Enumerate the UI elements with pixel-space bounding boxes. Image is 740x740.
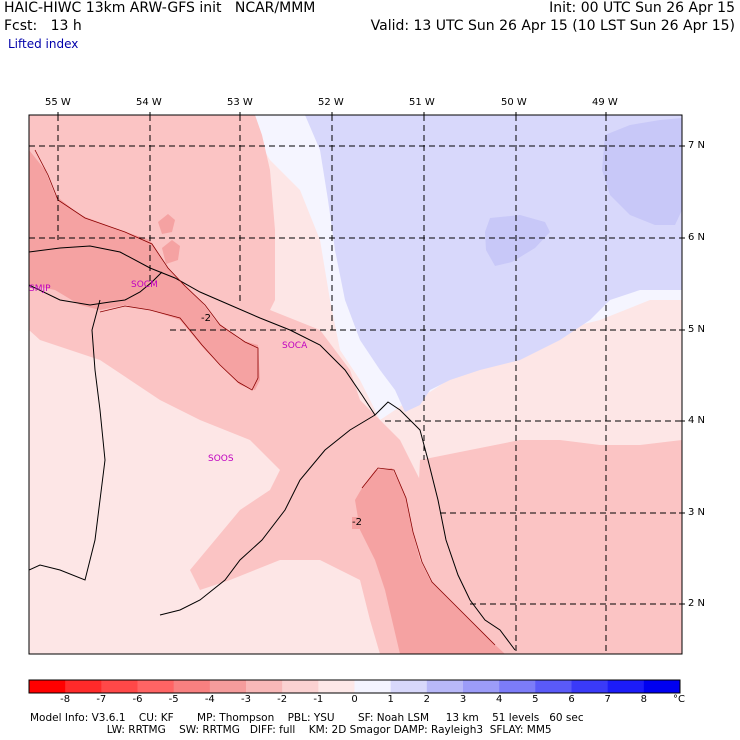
lon-label-53w: 53 W — [227, 97, 253, 108]
colorbar-tick-label: -3 — [241, 694, 251, 705]
graticule — [29, 115, 682, 654]
colorbar-swatch — [571, 680, 609, 693]
colorbar-swatch — [318, 680, 355, 693]
model-info-line2: LW: RRTMG SW: RRTMG DIFF: full KM: 2D Sm… — [30, 724, 552, 736]
colorbar-swatch — [354, 680, 392, 693]
top-ticks — [57, 112, 607, 118]
colorbar-tick-label: -1 — [313, 694, 324, 705]
field-salmon-islet-1 — [158, 214, 175, 234]
colorbar-tick-label: 7 — [604, 694, 611, 705]
colorbar-tick-label: -7 — [96, 694, 107, 705]
colorbar-tick-label: 5 — [532, 694, 539, 705]
forecast-hour: Fcst: 13 h — [4, 18, 82, 34]
colorbar-tick-label: 1 — [387, 694, 394, 705]
contour-minus2-north — [34, 149, 259, 391]
contour-label-north: -2 — [201, 313, 211, 325]
lon-label-51w: 51 W — [409, 97, 435, 108]
colorbar-swatch — [463, 680, 500, 693]
lat-label-2n: 2 N — [688, 598, 706, 609]
colorbar-swatch — [209, 680, 247, 693]
lon-label-49w: 49 W — [592, 97, 618, 108]
contour-label-south: -2 — [352, 517, 362, 529]
valid-time: Valid: 13 UTC Sun 26 Apr 15 (10 LST Sun … — [370, 18, 735, 34]
map-frame — [28, 114, 683, 655]
lon-label-50w: 50 W — [501, 97, 527, 108]
field-pink-east — [415, 440, 682, 654]
lon-label-52w: 52 W — [318, 97, 344, 108]
colorbar-swatch — [426, 680, 464, 693]
border-suriname-guyana — [29, 271, 163, 306]
colorbar-tick-label: 6 — [568, 694, 575, 705]
border-inland-west — [29, 299, 106, 581]
colorbar-swatch — [65, 680, 102, 693]
lat-label-5n: 5 N — [688, 324, 706, 335]
colorbar-tick-label: 0 — [351, 694, 358, 705]
contour-minus2-south — [361, 467, 496, 646]
colorbar-tick-label: -6 — [132, 694, 143, 705]
field-salmon-south — [355, 468, 505, 654]
station-label-soos: SOOS — [208, 454, 234, 464]
colorbar-unit: °C — [673, 694, 685, 705]
colorbar-tick-label: 4 — [495, 694, 503, 705]
lat-label-3n: 3 N — [688, 507, 706, 518]
colorbar-swatch — [101, 680, 138, 693]
init-time: Init: 00 UTC Sun 26 Apr 15 — [549, 0, 735, 16]
border-suriname-fguiana — [159, 414, 376, 616]
colorbar-swatch — [173, 680, 211, 693]
field-blue-patch-1 — [602, 118, 682, 225]
colorbar-swatch — [282, 680, 319, 693]
colorbar-tick-label: -2 — [277, 694, 288, 705]
right-ticks — [679, 145, 685, 605]
lat-label-7n: 7 N — [688, 140, 706, 151]
lon-label-54w: 54 W — [136, 97, 162, 108]
lat-label-6n: 6 N — [688, 232, 706, 243]
colorbar-swatch — [390, 680, 428, 693]
colorbar-swatch — [499, 680, 536, 693]
station-label-soca: SOCA — [282, 341, 308, 351]
lat-label-4n: 4 N — [688, 415, 706, 426]
colorbar-tick-label: 3 — [459, 694, 467, 705]
field-lavender-region — [305, 115, 682, 412]
station-label-smjp: SMJP — [29, 284, 51, 294]
contours — [34, 149, 496, 646]
colorbar-swatch — [607, 680, 645, 693]
colorbar-swatch — [643, 680, 681, 693]
colorbar-tick-label: -4 — [204, 694, 215, 705]
colorbar-swatch — [137, 680, 175, 693]
colorbar-tick-label: -8 — [60, 694, 71, 705]
title-left-line1: HAIC-HIWC 13km ARW-GFS init NCAR/MMM — [4, 0, 316, 16]
station-label-socm: SOCM — [131, 280, 158, 290]
model-info-line1: Model Info: V3.6.1 CU: KF MP: Thompson P… — [30, 712, 584, 724]
field-salmon-islet-2 — [162, 240, 180, 264]
map-field — [29, 115, 682, 654]
colorbar-tick-label: 8 — [640, 694, 648, 705]
colorbar-swatch — [29, 680, 66, 693]
colorbar-tick-label: 2 — [423, 694, 431, 705]
field-blue-patch-2 — [485, 215, 550, 266]
field-name: Lifted index — [8, 37, 79, 51]
colorbar-swatch — [535, 680, 572, 693]
colorbar — [29, 680, 681, 693]
colorbar-frame — [28, 679, 681, 694]
colorbar-swatch — [246, 680, 283, 693]
colorbar-tick-label: -5 — [168, 694, 179, 705]
lon-label-55w: 55 W — [45, 97, 71, 108]
